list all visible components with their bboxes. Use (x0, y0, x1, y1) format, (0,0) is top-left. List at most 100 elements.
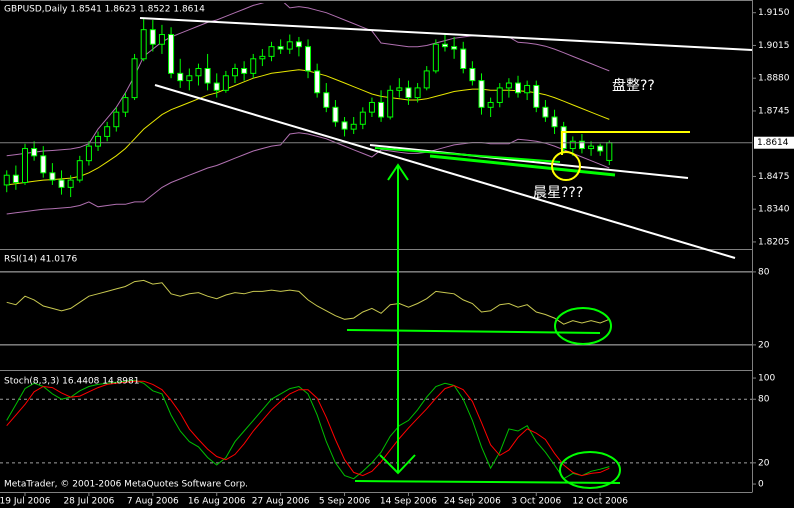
panel-title: Stoch(8,3,3) 16.4408 14.8981 (4, 377, 139, 387)
y-tick-label: 0 (758, 480, 764, 490)
indicator-line (6, 380, 610, 477)
price-label: 1.8614 (757, 138, 789, 148)
candle-body (487, 101, 494, 108)
candle-body (122, 97, 129, 113)
highlight-ellipse (559, 451, 621, 489)
x-tick-label: 16 Aug 2006 (188, 497, 246, 507)
indicator-line (6, 379, 610, 480)
candle-body (149, 29, 156, 45)
support-line (354, 480, 621, 484)
candle-body (332, 106, 339, 123)
x-tick-label: 5 Sep 2006 (319, 497, 371, 507)
y-tick-label: 80 (758, 395, 770, 405)
candle-body (231, 67, 238, 77)
candle-body (606, 142, 613, 161)
candle-body (12, 174, 19, 184)
price-panel (0, 3, 752, 215)
candle-body (423, 70, 430, 89)
price-label-box (754, 136, 794, 149)
candle-body (67, 179, 74, 188)
y-tick-label: 1.8745 (758, 106, 790, 116)
support-line (374, 147, 561, 163)
candle-body (76, 160, 83, 181)
candle-body (305, 46, 312, 72)
drawings (139, 17, 753, 489)
indicator-line (6, 132, 610, 215)
candle-body (158, 34, 165, 45)
candle-body (350, 123, 357, 130)
footer: MetaTrader, © 2001-2006 MetaQuotes Softw… (4, 480, 248, 490)
x-tick-label: 19 Jul 2006 (0, 497, 51, 507)
candle-body (49, 172, 56, 181)
highlight-circle (551, 151, 581, 181)
y-tick-label: 1.9150 (758, 8, 790, 18)
candle-body (85, 145, 92, 162)
candle-body (58, 179, 65, 188)
candle-body (542, 106, 549, 118)
candle-body (222, 75, 229, 91)
candle-body (469, 67, 476, 82)
y-tick-label: 80 (758, 267, 770, 277)
candle-body (95, 135, 102, 147)
candle-body (250, 58, 257, 74)
panel-title: GBPUSD,Daily 1.8541 1.8623 1.8522 1.8614 (4, 5, 205, 15)
annotation: 晨星??? (533, 185, 583, 201)
candle-body (204, 67, 211, 84)
y-tick-label: 100 (758, 374, 775, 384)
arrow-head (387, 163, 409, 181)
candle-body (387, 89, 394, 118)
candle-body (131, 58, 138, 99)
indicator-line (6, 279, 610, 325)
annotation: 盘整?? (612, 77, 655, 94)
y-tick-label: 1.9015 (758, 41, 790, 51)
highlight-ellipse (554, 307, 612, 345)
candle-body (286, 41, 293, 50)
candle-body (113, 111, 120, 128)
y-tick-label: 1.8880 (758, 74, 790, 84)
candle-body (323, 92, 330, 108)
x-tick-label: 3 Oct 2006 (511, 497, 561, 507)
x-tick-label: 14 Sep 2006 (380, 497, 437, 507)
candle-body (3, 174, 10, 186)
candle-body (505, 82, 512, 89)
candle-body (588, 145, 595, 150)
candle-body (168, 34, 175, 74)
y-tick-label: 20 (758, 340, 770, 350)
candle-body (460, 48, 467, 69)
candle-body (295, 41, 302, 48)
candle-body (104, 126, 111, 137)
x-tick-label: 7 Aug 2006 (127, 497, 179, 507)
rsi-panel (0, 271, 752, 346)
candle-body (22, 148, 28, 184)
y-tick-label: 1.8475 (758, 172, 790, 182)
trend-line (154, 84, 736, 259)
support-line (429, 154, 616, 177)
candle-body (195, 67, 202, 77)
candle-body (396, 87, 403, 91)
candle-body (259, 55, 266, 60)
y-tick-label: 1.8205 (758, 237, 790, 247)
candle-body (40, 155, 47, 174)
trend-line (369, 144, 689, 179)
arrow-head (379, 454, 416, 475)
candle-body (533, 84, 540, 108)
x-tick-label: 24 Sep 2006 (444, 497, 501, 507)
range-line (561, 131, 690, 155)
x-tick-label: 28 Jul 2006 (63, 497, 114, 507)
candle-body (496, 87, 503, 103)
candle-body (524, 84, 531, 94)
candle-body (597, 145, 604, 152)
candle-body (341, 121, 348, 130)
candle-body (378, 101, 385, 118)
candle-body (569, 140, 576, 150)
y-tick-label: 1.8340 (758, 205, 790, 215)
candle-body (478, 80, 485, 108)
candle-body (441, 43, 448, 48)
candle-body (31, 148, 38, 157)
candle-body (515, 82, 522, 94)
candle-body (140, 29, 147, 60)
candle-body (186, 75, 193, 82)
candle-body (578, 140, 585, 150)
x-tick-label: 12 Oct 2006 (572, 497, 628, 507)
